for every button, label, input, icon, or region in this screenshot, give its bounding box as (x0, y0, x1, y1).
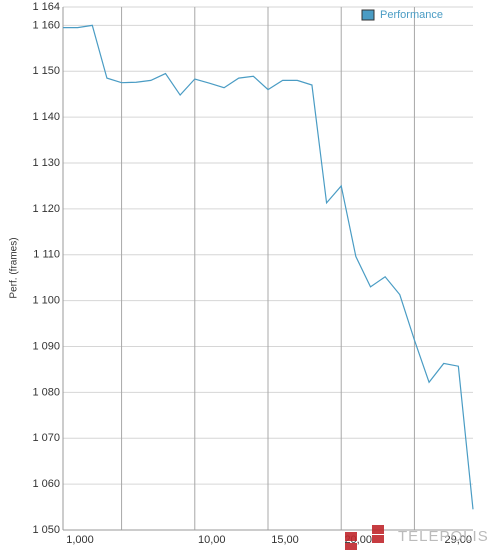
y-tick-label: 1 120 (32, 203, 60, 215)
y-tick-label: 1 110 (33, 249, 60, 261)
y-tick-label: 1 050 (32, 524, 60, 536)
legend-swatch (361, 9, 375, 21)
y-tick-label: 1 060 (32, 478, 60, 490)
y-tick-label: 1 160 (32, 19, 60, 31)
watermark-text: TELEPOLIS (398, 528, 489, 545)
logo-block (372, 525, 384, 534)
plot: 1 050 1 060 1 070 1 080 1 090 1 100 1 110 1 120… (32, 1, 474, 546)
x-tick-label: 10,00 (198, 534, 226, 546)
watermark-logo (345, 525, 384, 550)
y-tick-label: 1 080 (32, 386, 60, 398)
y-tick-label: 1 140 (32, 111, 60, 123)
data-line (63, 24, 474, 510)
y-axis-label: Perf. (frames) (9, 237, 20, 298)
x-tick-label: 29,00 (444, 534, 472, 546)
legend-label: Performance (380, 9, 443, 21)
y-tick-label: 1 150 (32, 65, 60, 77)
y-tick-label: 1 090 (32, 340, 60, 352)
y-tick-label: 1 164 (32, 1, 60, 13)
y-tick-label: 1 100 (32, 295, 60, 307)
x-tick-label: 15,00 (271, 534, 299, 546)
x-tick-label: 1,000 (66, 534, 94, 546)
logo-block (372, 535, 384, 543)
logo-block (345, 543, 357, 550)
y-tick-label: 1 130 (32, 157, 60, 169)
logo-block (345, 532, 357, 541)
y-tick-label: 1 070 (32, 432, 60, 444)
